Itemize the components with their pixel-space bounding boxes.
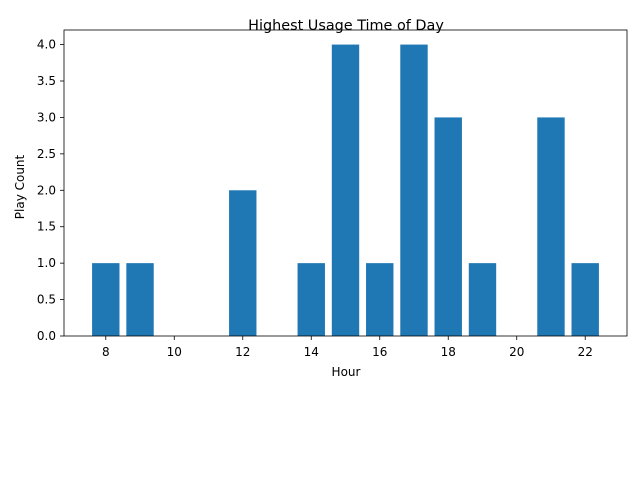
- bar-8: [92, 263, 120, 336]
- bar-12: [229, 190, 257, 336]
- x-tick-label-12: 12: [235, 345, 250, 359]
- bar-9: [126, 263, 154, 336]
- bar-18: [434, 117, 462, 336]
- x-tick-label-22: 22: [578, 345, 593, 359]
- y-tick-label-3-5: 3.5: [37, 74, 56, 88]
- bar-19: [468, 263, 497, 336]
- bars-layer: [92, 44, 599, 336]
- chart-title: Highest Usage Time of Day: [248, 18, 444, 34]
- y-tick-label-0-5: 0.5: [37, 293, 56, 307]
- bar-14: [297, 263, 325, 336]
- bar-16: [366, 263, 394, 336]
- y-tick-label-2-0: 2.0: [37, 183, 56, 197]
- plot-frame: [63, 29, 628, 337]
- x-tick-label-14: 14: [304, 345, 319, 359]
- y-tick-label-3-0: 3.0: [37, 110, 56, 124]
- x-tick-label-16: 16: [372, 345, 387, 359]
- y-tick-label-0-0: 0.0: [37, 329, 56, 343]
- x-axis-label: Hour: [332, 365, 361, 379]
- y-tick-label-1-5: 1.5: [37, 220, 56, 234]
- bar-21: [537, 117, 565, 336]
- y-tick-label-4-0: 4.0: [37, 38, 56, 52]
- bar-17: [400, 44, 428, 336]
- x-tick-label-20: 20: [509, 345, 524, 359]
- y-axis-label: Play Count: [13, 154, 27, 219]
- y-tick-label-2-5: 2.5: [37, 147, 56, 161]
- x-tick-label-10: 10: [167, 345, 182, 359]
- y-tick-label-1-0: 1.0: [37, 256, 56, 270]
- x-tick-label-18: 18: [441, 345, 456, 359]
- x-tick-label-8: 8: [102, 345, 110, 359]
- bar-15: [331, 44, 360, 336]
- bar-22: [571, 263, 599, 336]
- axes-layer: 8 10 12 14 16 18 20 22 0.0 0.5 1.0 1.5 2.0 2.5 3.0 3.5 4…: [37, 29, 628, 359]
